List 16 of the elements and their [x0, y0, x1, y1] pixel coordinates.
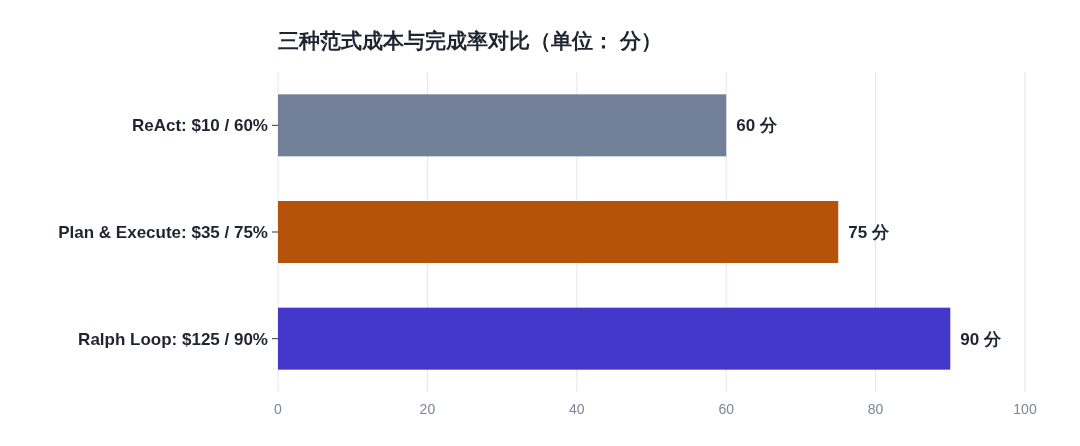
y-tick-label: ReAct: $10 / 60% — [131, 116, 268, 136]
y-tick-label: Ralph Loop: $125 / 90% — [78, 329, 268, 349]
y-tick-label: Plan & Execute: $35 / 75% — [58, 223, 268, 242]
bar — [278, 94, 727, 157]
data-label: 60 分 — [736, 116, 778, 136]
x-tick-label: 60 — [718, 401, 735, 417]
chart-title: 三种范式成本与完成率对比（单位： 分） — [278, 29, 662, 52]
x-tick-label: 100 — [1013, 401, 1037, 417]
x-tick-label: 40 — [569, 401, 585, 417]
bar — [278, 307, 951, 370]
x-tick-label: 0 — [274, 401, 283, 417]
data-label: 90 分 — [960, 329, 1002, 349]
x-tick-label: 80 — [867, 401, 884, 417]
bar — [278, 201, 839, 263]
data-label: 75 分 — [848, 223, 890, 242]
x-tick-label: 20 — [419, 401, 436, 417]
